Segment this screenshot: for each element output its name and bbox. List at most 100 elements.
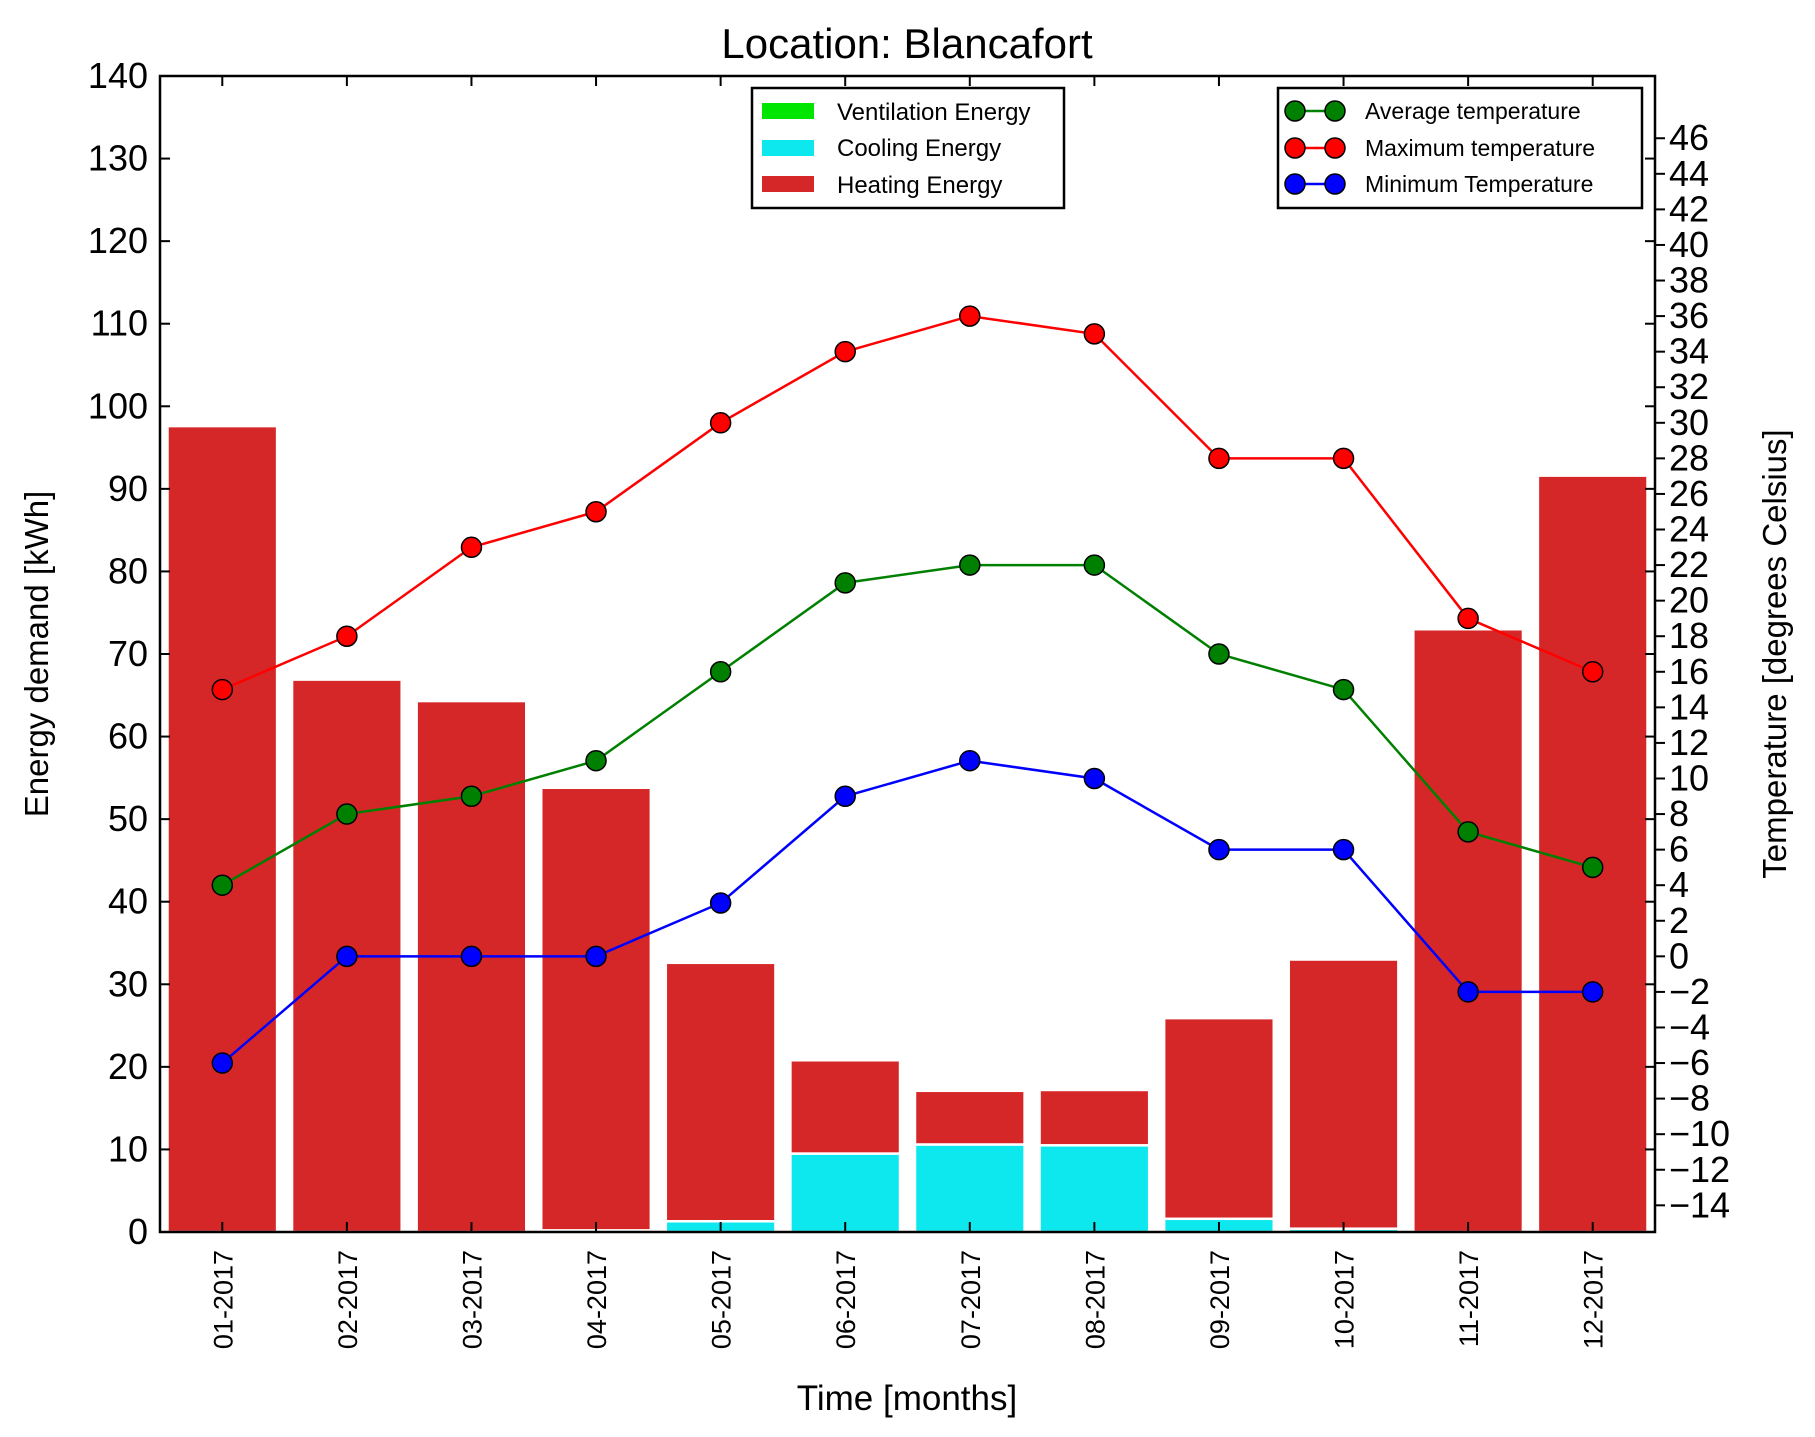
y-tick-label-100: 100 xyxy=(88,385,148,426)
x-tick-label-02-2017: 02-2017 xyxy=(333,1250,363,1349)
point-average-12-2017 xyxy=(1581,856,1604,879)
point-average-06-2017 xyxy=(834,572,856,594)
y-tick-label-70: 70 xyxy=(108,633,148,674)
y2-tick-label--12: −12 xyxy=(1669,1149,1730,1190)
ticks-layer: 0102030405060708090100110120130140−14−12… xyxy=(88,55,1730,1349)
legend-marker-minimum-1 xyxy=(1284,173,1306,195)
y-tick-label-20: 20 xyxy=(108,1046,148,1087)
y2-tick-label-38: 38 xyxy=(1669,260,1709,301)
point-minimum-09-2017 xyxy=(1208,838,1230,861)
y-tick-label-50: 50 xyxy=(108,798,148,839)
point-maximum-10-2017 xyxy=(1332,447,1355,470)
y2-tick-label-2: 2 xyxy=(1669,900,1689,941)
point-average-11-2017 xyxy=(1457,821,1479,843)
y2-tick-label--2: −2 xyxy=(1669,971,1710,1012)
bar-heating-09-2017 xyxy=(1162,1016,1276,1221)
point-minimum-05-2017 xyxy=(709,892,732,914)
y-tick-label-80: 80 xyxy=(108,550,148,591)
y2-tick-label-34: 34 xyxy=(1669,331,1709,372)
y-tick-label-110: 110 xyxy=(91,303,148,344)
legend-marker-maximum-1 xyxy=(1284,137,1306,159)
bar-heating-08-2017 xyxy=(1038,1088,1151,1147)
y2-tick-label-22: 22 xyxy=(1669,544,1709,585)
x-tick-label-07-2017: 07-2017 xyxy=(956,1250,986,1349)
point-minimum-12-2017 xyxy=(1581,981,1604,1003)
point-minimum-07-2017 xyxy=(959,749,981,772)
legend-label-maximum: Maximum temperature xyxy=(1365,135,1595,161)
y2-tick-label--6: −6 xyxy=(1669,1042,1710,1083)
y2-tick-label-12: 12 xyxy=(1669,722,1709,763)
legend-swatch-cooling xyxy=(762,140,814,156)
lines-layer xyxy=(211,305,1604,1074)
point-maximum-03-2017 xyxy=(460,536,483,559)
point-maximum-06-2017 xyxy=(834,340,856,363)
point-maximum-04-2017 xyxy=(585,500,607,523)
y-tick-label-0: 0 xyxy=(128,1211,148,1252)
y2-tick-label--10: −10 xyxy=(1669,1113,1730,1154)
legend-swatch-ventilation xyxy=(762,103,814,119)
bar-heating-01-2017 xyxy=(166,424,279,1234)
y2-tick-label--8: −8 xyxy=(1669,1078,1710,1119)
point-average-10-2017 xyxy=(1332,678,1355,701)
point-minimum-11-2017 xyxy=(1457,981,1479,1003)
point-maximum-02-2017 xyxy=(336,625,358,647)
bar-cooling-08-2017 xyxy=(1038,1144,1151,1234)
bar-heating-11-2017 xyxy=(1412,627,1525,1234)
x-tick-label-01-2017: 01-2017 xyxy=(208,1250,238,1349)
point-minimum-02-2017 xyxy=(336,945,358,968)
point-maximum-08-2017 xyxy=(1083,323,1106,345)
point-average-07-2017 xyxy=(959,554,981,576)
point-maximum-05-2017 xyxy=(709,412,732,434)
y2-tick-label-32: 32 xyxy=(1669,366,1709,407)
bar-heating-10-2017 xyxy=(1287,958,1400,1230)
point-average-04-2017 xyxy=(585,749,607,772)
y-axis-label: Energy demand [kWh] xyxy=(18,491,55,818)
point-average-03-2017 xyxy=(460,785,483,808)
point-maximum-07-2017 xyxy=(959,305,981,327)
y-tick-label-10: 10 xyxy=(108,1128,148,1169)
y2-tick-label-42: 42 xyxy=(1669,188,1709,229)
bar-heating-07-2017 xyxy=(913,1089,1026,1146)
legend-marker-average-1 xyxy=(1284,100,1306,122)
y2-tick-label-20: 20 xyxy=(1669,580,1709,621)
y2-tick-label-36: 36 xyxy=(1669,295,1709,336)
y-tick-label-120: 120 xyxy=(88,220,148,261)
bar-cooling-07-2017 xyxy=(913,1143,1026,1234)
x-tick-label-12-2017: 12-2017 xyxy=(1579,1250,1609,1349)
x-tick-label-06-2017: 06-2017 xyxy=(831,1250,861,1349)
y2-tick-label-8: 8 xyxy=(1669,793,1689,834)
point-minimum-04-2017 xyxy=(585,945,607,968)
line-maximum-temperature xyxy=(221,314,1594,691)
y-tick-label-30: 30 xyxy=(108,963,148,1004)
bar-cooling-06-2017 xyxy=(789,1152,902,1234)
point-average-01-2017 xyxy=(211,874,234,896)
x-tick-label-10-2017: 10-2017 xyxy=(1330,1250,1360,1349)
temperature-legend: Average temperature Maximum temperature … xyxy=(1276,86,1644,210)
point-minimum-06-2017 xyxy=(834,785,856,808)
point-minimum-08-2017 xyxy=(1083,767,1106,790)
y2-tick-label-18: 18 xyxy=(1669,615,1709,656)
legend-marker-maximum-2 xyxy=(1324,137,1346,159)
x-tick-label-08-2017: 08-2017 xyxy=(1080,1250,1110,1349)
legend-swatch-heating xyxy=(762,176,814,192)
y2-tick-label-44: 44 xyxy=(1669,153,1709,194)
legend-marker-minimum-2 xyxy=(1324,173,1346,195)
x-axis-label: Time [months] xyxy=(797,1379,1017,1418)
y2-tick-label-46: 46 xyxy=(1669,117,1709,158)
chart-title: Location: Blancafort xyxy=(721,20,1093,67)
y-tick-label-40: 40 xyxy=(108,881,148,922)
y2-tick-label-24: 24 xyxy=(1669,509,1709,550)
y2-tick-label-10: 10 xyxy=(1669,757,1709,798)
point-average-02-2017 xyxy=(336,803,358,825)
legend-label-heating: Heating Energy xyxy=(837,172,1002,199)
y2-tick-label--4: −4 xyxy=(1669,1006,1710,1047)
line-minimum-temperature xyxy=(221,759,1593,1064)
legend-label-minimum: Minimum Temperature xyxy=(1365,171,1593,197)
x-tick-label-05-2017: 05-2017 xyxy=(707,1250,737,1349)
y2-axis-label: Temperature [degrees Celsius] xyxy=(1756,429,1793,878)
point-average-08-2017 xyxy=(1083,554,1106,576)
y2-tick-label-4: 4 xyxy=(1669,864,1689,905)
legend-label-ventilation: Ventilation Energy xyxy=(837,99,1030,126)
point-minimum-10-2017 xyxy=(1332,838,1355,861)
